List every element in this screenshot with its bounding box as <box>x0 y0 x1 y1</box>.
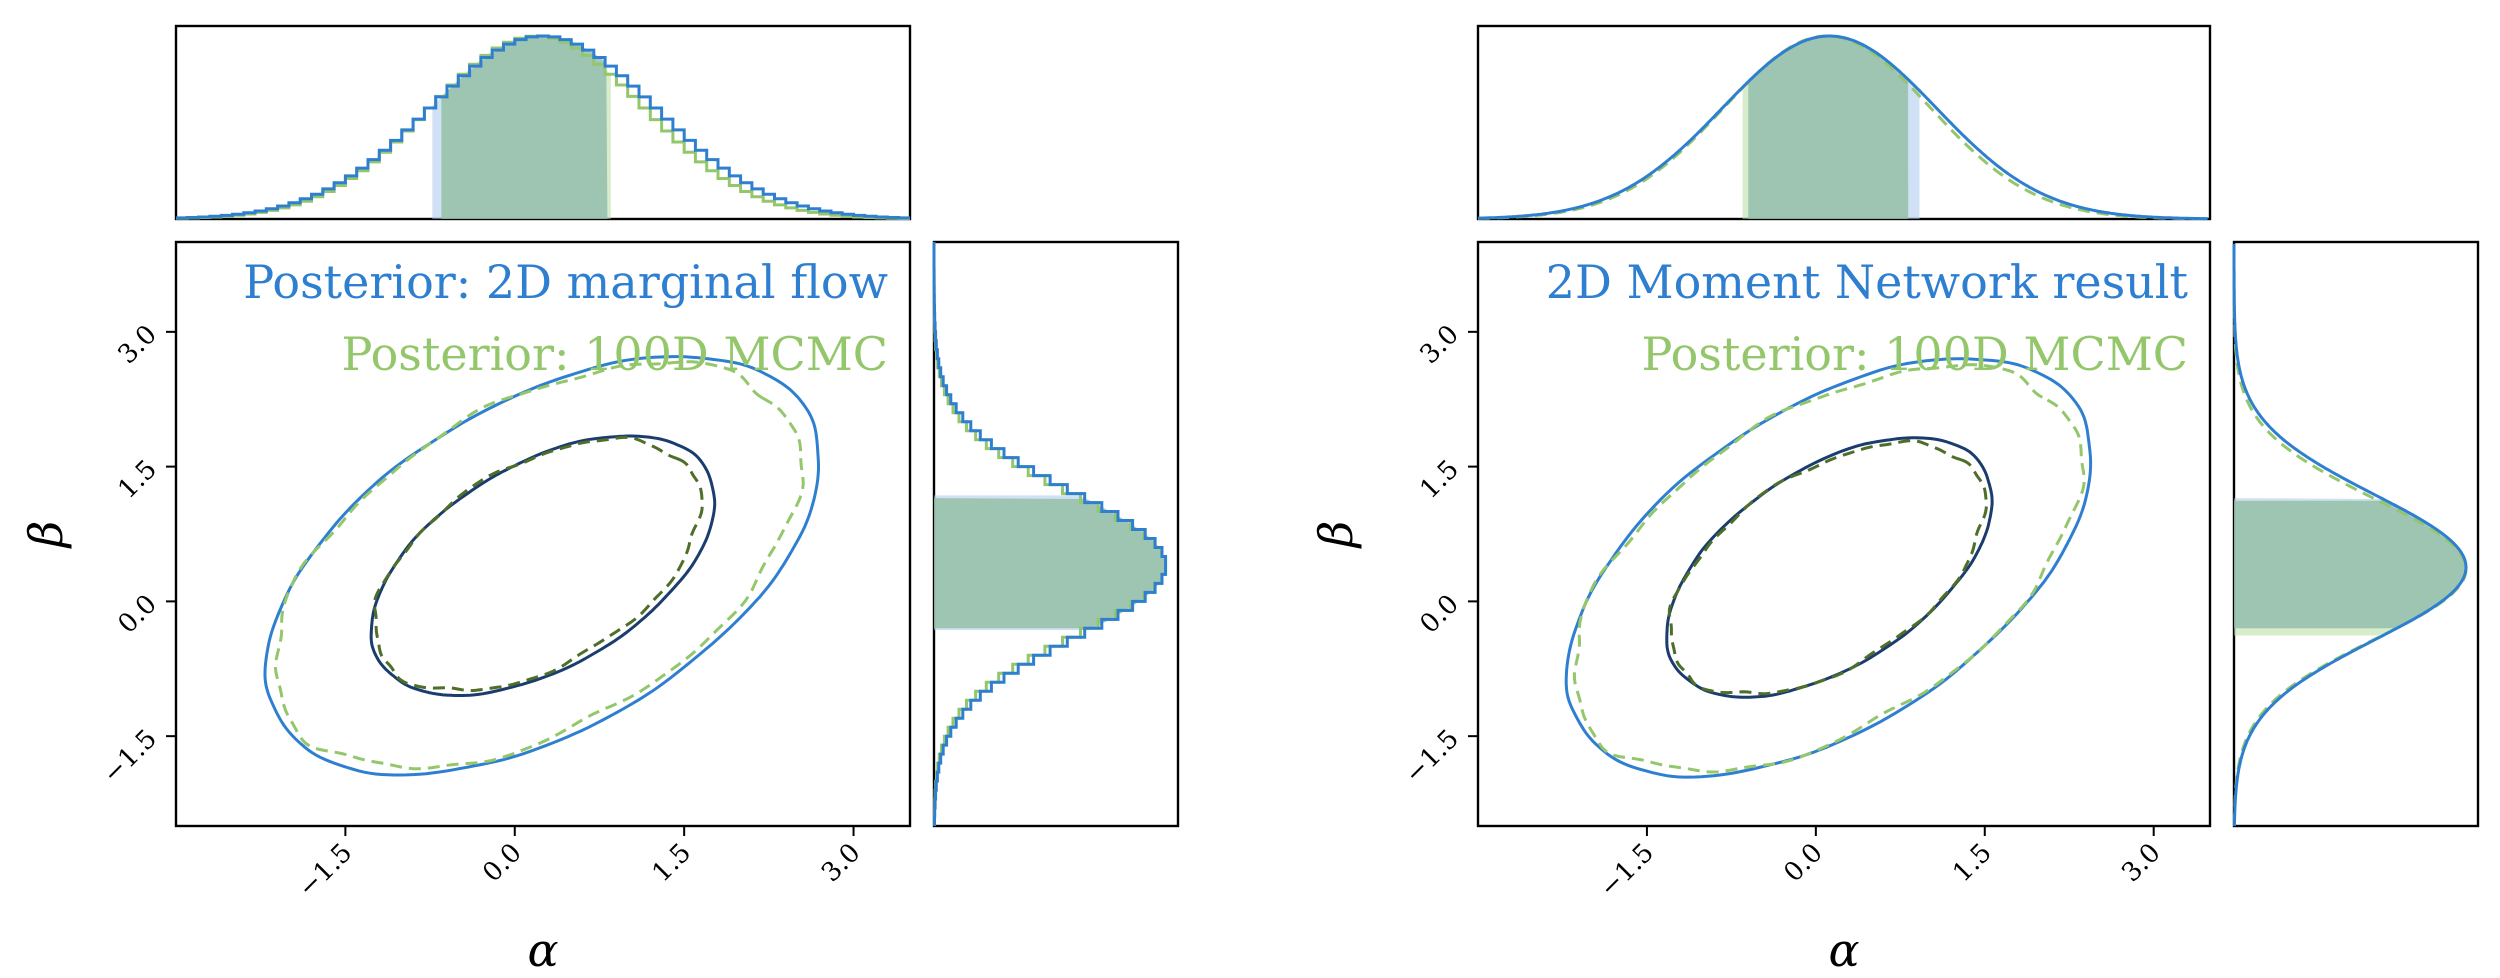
y-tick-label: 1.5 <box>1414 454 1464 504</box>
y-tick-label: 0.0 <box>1414 589 1464 639</box>
beta-overlap-interval <box>934 498 1166 629</box>
mcmc-contour-1sigma <box>372 435 704 693</box>
y-tick-label: 3.0 <box>1414 320 1464 370</box>
right-main-frame <box>1476 240 2212 828</box>
left-panel: −1.5 0.0 1.5 3.0 −1.5 0.0 1.5 3.0 Posterior: 2D… <box>19 24 1180 977</box>
right-ylabel: β <box>1309 521 1363 550</box>
x-tick-label: 1.5 <box>647 838 697 888</box>
right-top-marginal <box>1477 34 2208 221</box>
left-ylabel: β <box>19 521 73 550</box>
right-panel: −1.5 0.0 1.5 3.0 −1.5 0.0 1.5 3.0 2D Moment Net… <box>1309 24 2480 977</box>
x-tick-label: 0.0 <box>477 838 527 888</box>
y-tick-label: 0.0 <box>112 589 162 639</box>
y-tick-label: 3.0 <box>112 320 162 370</box>
left-legend-flow: Posterior: 2D marginal flow <box>243 255 888 309</box>
left-xlabel: α <box>527 923 558 977</box>
left-main-frame <box>174 240 912 828</box>
beta-overlap-interval <box>2234 500 2466 629</box>
left-ticks: −1.5 0.0 1.5 3.0 −1.5 0.0 1.5 3.0 <box>97 320 866 904</box>
x-tick-label: 1.5 <box>1947 838 1997 888</box>
mcmc-contour-1sigma <box>1667 439 1988 696</box>
beta-model-marginal <box>2232 243 2468 826</box>
x-tick-label: 3.0 <box>2116 838 2166 888</box>
beta-model-marginal <box>932 242 1168 826</box>
mcmc-contour-2sigma <box>273 360 805 771</box>
y-tick-label: 1.5 <box>112 454 162 504</box>
x-tick-label: 3.0 <box>816 838 866 888</box>
right-side-marginal <box>2232 243 2468 826</box>
y-tick-label: −1.5 <box>1399 724 1465 790</box>
model-contour-1sigma <box>1665 436 1994 699</box>
y-tick-label: −1.5 <box>97 724 163 790</box>
alpha-model-marginal <box>176 34 910 220</box>
left-legend-mcmc: Posterior: 100D MCMC <box>342 327 889 381</box>
right-contours <box>1564 357 2093 779</box>
alpha-overlap-interval <box>1748 36 1909 219</box>
right-legend-moment: 2D Moment Network result <box>1546 255 2189 309</box>
x-tick-label: 0.0 <box>1778 838 1828 888</box>
left-top-marginal <box>176 34 910 220</box>
right-ticks: −1.5 0.0 1.5 3.0 −1.5 0.0 1.5 3.0 <box>1399 320 2167 904</box>
mcmc-contour-2sigma <box>1572 363 2086 774</box>
beta-mcmc-marginal <box>2232 243 2468 826</box>
model-contour-2sigma <box>1564 357 2093 779</box>
right-legend-mcmc: Posterior: 100D MCMC <box>1642 327 2189 381</box>
alpha-model-marginal <box>1477 34 2208 221</box>
x-tick-label: −1.5 <box>292 838 358 904</box>
left-side-marginal <box>932 242 1168 826</box>
x-tick-label: −1.5 <box>1594 838 1660 904</box>
model-contour-1sigma <box>369 434 717 697</box>
model-contour-2sigma <box>263 355 820 777</box>
left-contours <box>263 355 820 777</box>
right-xlabel: α <box>1828 923 1859 977</box>
alpha-overlap-interval <box>441 36 608 219</box>
